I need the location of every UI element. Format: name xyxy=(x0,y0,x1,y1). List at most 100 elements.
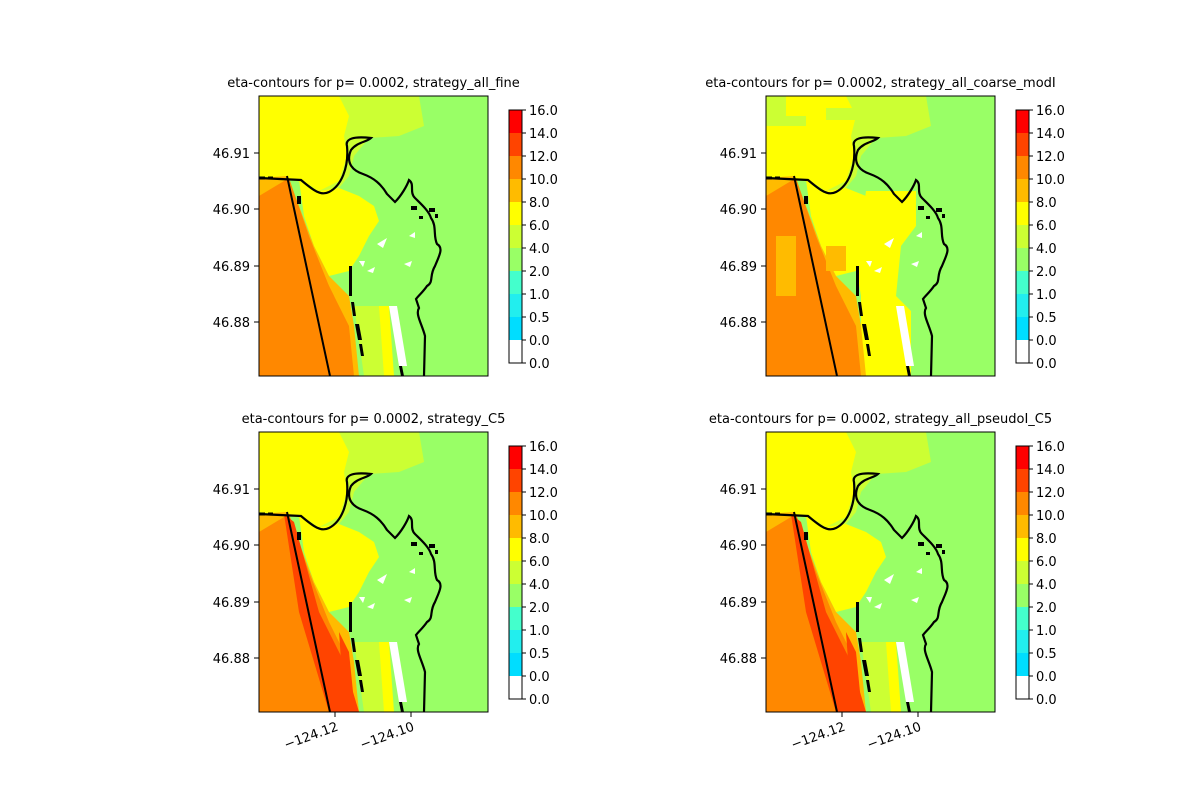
y-tick-label: 46.90 xyxy=(720,203,757,218)
panel-title: eta-contours for p= 0.0002, strategy_all… xyxy=(709,412,1052,427)
axes-frame xyxy=(258,431,489,713)
colorbar-tick-label: 4.0 xyxy=(529,578,550,593)
island-shape xyxy=(906,702,911,712)
colorbar-band xyxy=(509,630,522,654)
colorbar-band xyxy=(509,515,522,539)
colorbar-band xyxy=(509,317,522,341)
colorbar-tick-label: 8.0 xyxy=(529,532,550,547)
island-shape xyxy=(858,638,863,652)
y-tick-label: 46.88 xyxy=(213,316,250,331)
coastline xyxy=(766,472,949,712)
colorbar-band xyxy=(509,271,522,295)
colorbar-band xyxy=(509,225,522,249)
axes-frame xyxy=(258,95,489,377)
island-shape xyxy=(351,638,356,652)
colorbar-band xyxy=(509,156,522,180)
colorbar-tick-label: 6.0 xyxy=(529,555,550,570)
colorbar-band xyxy=(1016,630,1029,654)
colorbar-tick-label: 1.0 xyxy=(529,624,550,639)
colorbar-tick-label: 4.0 xyxy=(1036,242,1057,257)
island-shape xyxy=(856,602,859,632)
colorbar-tick-label: 14.0 xyxy=(529,463,558,478)
colorbar-tick-label: 16.0 xyxy=(1036,440,1065,455)
island-shape xyxy=(918,542,924,546)
colorbar-tick-label: 14.0 xyxy=(1036,463,1065,478)
colorbar-tick-label: 1.0 xyxy=(1036,288,1057,303)
colorbar-band xyxy=(1016,340,1029,364)
x-tick-label: −124.12 xyxy=(789,720,847,753)
colorbar-tick-label: 4.0 xyxy=(529,242,550,257)
map-panel-1: eta-contours for p= 0.0002, strategy_all… xyxy=(213,76,558,377)
coastline xyxy=(766,136,949,376)
colorbar-band xyxy=(509,110,522,134)
island-shape xyxy=(359,680,364,692)
island-shape xyxy=(359,344,364,356)
island-shape xyxy=(906,366,911,376)
colorbar-tick-label: 10.0 xyxy=(529,509,558,524)
island-shape xyxy=(419,552,423,555)
island-shape xyxy=(926,552,930,555)
island-shape xyxy=(942,214,945,218)
x-tick-label: −124.10 xyxy=(358,720,416,753)
colorbar-tick-label: 0.0 xyxy=(1036,670,1057,685)
island-shape xyxy=(349,602,352,632)
y-tick-label: 46.88 xyxy=(720,316,757,331)
colorbar-tick-label: 0.5 xyxy=(529,647,550,662)
colorbar-band xyxy=(1016,110,1029,134)
colorbar-band xyxy=(509,248,522,272)
colorbar-tick-label: 16.0 xyxy=(529,440,558,455)
colorbar-tick-label: 16.0 xyxy=(1036,104,1065,119)
island-shape xyxy=(918,206,924,210)
colorbar-tick-label: 4.0 xyxy=(1036,578,1057,593)
y-tick-label: 46.91 xyxy=(720,483,757,498)
colorbar-tick-label: 6.0 xyxy=(529,219,550,234)
island-shape xyxy=(351,302,356,316)
colorbar-tick-label: 8.0 xyxy=(1036,196,1057,211)
colorbar-band xyxy=(1016,317,1029,341)
coastline xyxy=(286,175,331,376)
colorbar-tick-label: 8.0 xyxy=(1036,532,1057,547)
colorbar-band xyxy=(1016,469,1029,493)
island-shape xyxy=(355,660,362,676)
x-tick-label: −124.10 xyxy=(865,720,923,753)
colorbar-band xyxy=(1016,561,1029,585)
colorbar-band xyxy=(1016,446,1029,470)
island-shape xyxy=(942,550,945,554)
colorbar-tick-label: 0.5 xyxy=(1036,311,1057,326)
y-tick-label: 46.89 xyxy=(720,596,757,611)
colorbar: 16.0 14.0 12.0 10.0 8.0 6.0 4.0 2.0 1.0 0.5 0.0 0.0 xyxy=(508,104,558,372)
colorbar-band xyxy=(509,492,522,516)
colorbar-band xyxy=(1016,676,1029,700)
colorbar-tick-label: 14.0 xyxy=(1036,127,1065,142)
island-shape xyxy=(858,302,863,316)
colorbar-band xyxy=(509,202,522,226)
colorbar-tick-label: 0.5 xyxy=(529,311,550,326)
colorbar-tick-label: 10.0 xyxy=(529,173,558,188)
map-panel-2: eta-contours for p= 0.0002, strategy_all… xyxy=(705,76,1065,377)
y-tick-label: 46.91 xyxy=(720,147,757,162)
colorbar-band xyxy=(1016,179,1029,203)
island-shape xyxy=(297,532,301,540)
colorbar-tick-label: 1.0 xyxy=(1036,624,1057,639)
island-shape xyxy=(926,216,930,219)
colorbar-band xyxy=(1016,271,1029,295)
island-shape xyxy=(435,214,438,218)
eta-contour-field xyxy=(766,432,995,712)
colorbar-band xyxy=(1016,202,1029,226)
island-shape xyxy=(804,196,808,204)
colorbar-tick-label: 8.0 xyxy=(529,196,550,211)
y-tick-label: 46.91 xyxy=(213,483,250,498)
colorbar-tick-label: 2.0 xyxy=(1036,601,1057,616)
axes-frame xyxy=(765,95,996,377)
island-shape xyxy=(399,366,404,376)
colorbar-tick-label: 12.0 xyxy=(1036,150,1065,165)
island-shape xyxy=(866,680,871,692)
colorbar-band xyxy=(1016,156,1029,180)
colorbar: 16.0 14.0 12.0 10.0 8.0 6.0 4.0 2.0 1.0 0.5 0.0 0.0 xyxy=(508,440,558,708)
panel-title: eta-contours for p= 0.0002, strategy_all… xyxy=(705,76,1055,91)
y-tick-label: 46.89 xyxy=(213,596,250,611)
colorbar-band xyxy=(509,584,522,608)
island-shape xyxy=(429,208,435,212)
y-tick-label: 46.89 xyxy=(720,260,757,275)
